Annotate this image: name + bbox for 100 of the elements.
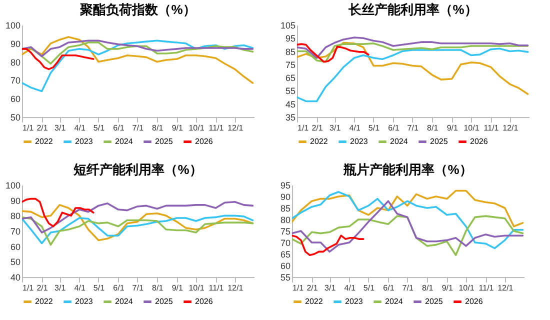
y-tick-label: 65 <box>280 250 290 260</box>
x-tick-label: 7/1 <box>402 284 414 292</box>
x-tick-label: 1/1 <box>22 124 34 132</box>
x-tick-label: 3/1 <box>324 284 336 292</box>
y-tick-label: 70 <box>10 226 20 236</box>
chart-title: 短纤产能利用率（%） <box>72 162 202 177</box>
y-tick-label: 80 <box>10 57 20 68</box>
legend-label: 2023 <box>345 296 364 306</box>
x-tick-label: 1/1 <box>298 124 310 132</box>
x-tick-label: 7/1 <box>132 124 144 132</box>
x-tick-label: 4/1 <box>74 284 86 292</box>
x-tick-label: 9/1 <box>442 284 454 292</box>
legend-label: 2025 <box>430 136 448 146</box>
x-tick-label: 12/1 <box>502 124 519 132</box>
line-series <box>297 42 529 63</box>
legend-label: 2026 <box>465 296 484 306</box>
x-tick-label: 12/1 <box>498 284 514 292</box>
x-tick-label: 4/1 <box>344 284 356 292</box>
legend-label: 2024 <box>385 296 404 306</box>
y-tick-label: 70 <box>10 76 20 86</box>
y-tick-label: 50 <box>10 257 20 268</box>
line-series <box>22 200 254 234</box>
x-tick-label: 10/1 <box>188 284 205 292</box>
y-tick-label: 80 <box>10 211 20 222</box>
x-tick-label: 5/1 <box>93 124 106 132</box>
x-tick-label: 6/1 <box>113 284 125 292</box>
line-series <box>292 191 524 250</box>
x-tick-label: 7/1 <box>132 284 144 292</box>
line-series <box>297 48 529 102</box>
y-tick-label: 45 <box>285 99 296 110</box>
x-tick-label: 11/1 <box>484 124 500 132</box>
x-tick-label: 2/1 <box>306 284 318 292</box>
y-tick-label: 90 <box>280 192 290 202</box>
legend-label: 2022 <box>310 136 328 146</box>
legend-label: 2025 <box>425 296 444 306</box>
line-series <box>292 190 524 228</box>
legend-label: 2023 <box>75 136 94 146</box>
line-series <box>22 36 254 84</box>
legend-label: 2026 <box>470 136 488 146</box>
line-series <box>22 48 94 70</box>
line-series <box>292 200 524 253</box>
x-tick-label: 5/1 <box>363 284 376 292</box>
x-tick-label: 2/1 <box>36 124 48 132</box>
y-tick-label: 90 <box>10 38 20 49</box>
y-tick-label: 85 <box>280 204 290 214</box>
y-tick-label: 80 <box>280 215 290 225</box>
legend-label: 2026 <box>195 136 214 146</box>
x-tick-label: 6/1 <box>388 124 400 132</box>
line-series <box>292 215 524 256</box>
x-tick-label: 3/1 <box>54 124 66 132</box>
line-series <box>297 42 529 95</box>
legend-label: 2022 <box>305 296 324 306</box>
y-tick-label: 100 <box>5 20 20 30</box>
x-tick-label: 4/1 <box>349 124 361 132</box>
x-tick-label: 11/1 <box>208 124 224 132</box>
line-series <box>292 234 364 256</box>
line-series <box>22 198 94 228</box>
y-tick-label: 90 <box>10 196 20 206</box>
x-tick-label: 2/1 <box>312 124 324 132</box>
legend-label: 2026 <box>195 296 214 306</box>
x-tick-label: 11/1 <box>208 284 224 292</box>
y-tick-label: 85 <box>285 46 296 57</box>
y-tick-label: 70 <box>280 238 290 248</box>
line-series <box>297 36 529 59</box>
y-tick-label: 75 <box>280 226 290 236</box>
chart-title: 长丝产能利用率（%） <box>348 2 478 17</box>
x-tick-label: 10/1 <box>458 284 475 292</box>
line-series <box>22 204 254 242</box>
legend-label: 2024 <box>390 136 408 146</box>
x-tick-label: 8/1 <box>152 284 164 292</box>
x-tick-label: 10/1 <box>464 124 480 132</box>
chart-title: 瓶片产能利用率（%） <box>342 162 472 177</box>
x-tick-label: 1/1 <box>292 284 304 292</box>
line-series <box>22 40 254 58</box>
x-tick-label: 9/1 <box>446 124 458 132</box>
x-tick-label: 8/1 <box>427 124 439 132</box>
legend-label: 2023 <box>75 296 94 306</box>
x-tick-label: 3/1 <box>330 124 342 132</box>
x-tick-label: 1/1 <box>22 284 34 292</box>
legend-label: 2025 <box>155 136 174 146</box>
chart-title: 聚酯负荷指数（%） <box>79 2 196 17</box>
y-tick-label: 95 <box>280 180 290 190</box>
x-tick-label: 2/1 <box>36 284 48 292</box>
x-tick-label: 11/1 <box>478 284 494 292</box>
y-tick-label: 35 <box>285 112 296 122</box>
x-tick-label: 12/1 <box>228 124 244 132</box>
y-tick-label: 60 <box>280 261 290 271</box>
x-tick-label: 12/1 <box>228 284 244 292</box>
y-tick-label: 50 <box>10 112 20 122</box>
legend-label: 2022 <box>35 136 54 146</box>
legend-label: 2025 <box>155 296 174 306</box>
line-series <box>22 40 254 92</box>
line-series <box>297 43 370 63</box>
x-tick-label: 4/1 <box>74 124 86 132</box>
x-tick-label: 5/1 <box>93 284 106 292</box>
y-tick-label: 40 <box>10 272 20 282</box>
legend-label: 2022 <box>35 296 54 306</box>
x-tick-label: 9/1 <box>172 284 184 292</box>
y-tick-label: 60 <box>10 242 20 252</box>
legend-label: 2024 <box>115 136 134 146</box>
